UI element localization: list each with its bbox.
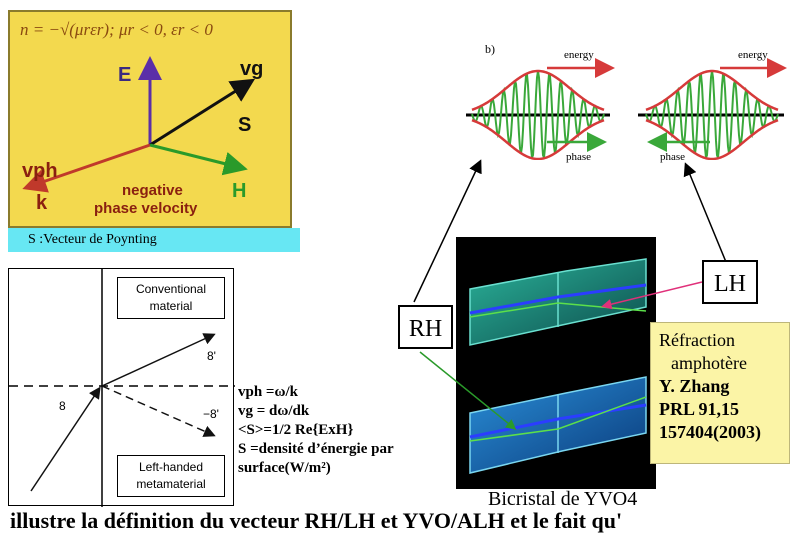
reference-journal: PRL 91,15 [659,399,740,419]
lh-wave-packet [645,58,787,160]
panel-b-label: b) [485,42,495,56]
field-vectors [22,56,256,193]
refraction-diagram: Conventional material Left-handed metama… [8,268,235,507]
bicrystal-caption: Bicristal de YVO4 [488,488,637,511]
energy-label-2: energy [738,49,768,61]
k-label: k [36,192,48,214]
lhm-line1: Left-handed [138,460,204,474]
h-field-arrow [149,143,248,176]
vector-diagram-panel: n = −√(μrεr); μr < 0, εr < 0 E vg S vph … [8,10,292,228]
vg-label: vg [240,58,264,80]
vg-arrow [149,78,256,147]
refraction-rays [9,269,235,507]
reference-box: Réfraction amphotère Y. Zhang PRL 91,15 … [650,322,790,464]
bicrystal-photo [456,237,656,489]
bottom-text: illustre la définition du vecteur RH/LH … [10,508,623,533]
angle-refracted-label: 8' [207,349,216,363]
vph-label: vph [22,160,58,182]
refracted-ray [101,333,216,387]
refractive-index-formula: n = −√(μrεr); μr < 0, εr < 0 [20,20,213,39]
incident-ray [30,386,101,492]
e-label: E [118,64,132,86]
equations-block: vph =ω/k vg = dω/dk <S>=1/2 Re{ExH} S =d… [238,383,394,478]
wave-packets [466,58,787,160]
negative-refracted-ray [101,385,216,437]
angle-negative-label: −8' [203,407,219,421]
negative-label: negative [122,182,183,199]
h-label: H [232,180,247,202]
reference-line1: Réfraction [659,330,735,350]
vph-equation: vph =ω/k [238,384,298,400]
angle-incident-label: 8 [59,399,66,413]
lh-label-box: LH [702,260,758,304]
density-line1: S =densité d’énergie par [238,441,394,457]
conventional-line1: Conventional [135,282,207,296]
rh-label-box: RH [398,305,453,349]
lhm-box: Left-handed metamaterial [117,455,225,497]
poynting-equation: <S>=1/2 Re{ExH} [238,422,354,438]
conventional-line2: material [149,299,193,313]
conventional-material-box: Conventional material [117,277,225,319]
density-line2: surface(W/m²) [238,460,331,476]
poynting-caption: S :Vecteur de Poynting [8,228,300,252]
lhm-line2: metamaterial [136,477,206,491]
rh-wave-packet [471,58,615,160]
bicrystal-caption-text: Bicristal de YVO4 [488,488,638,510]
reference-author: Y. Zhang [659,376,730,396]
phase-label-1: phase [566,151,592,163]
s-label: S [238,114,252,136]
energy-label-1: energy [564,49,594,61]
crystal-drawing [469,258,647,474]
phase-label-2: phase [660,151,686,163]
reference-line2: amphotère [671,353,747,373]
k-arrow [22,143,151,193]
phase-velocity-label: phase velocity [94,200,198,217]
reference-number: 157404(2003) [659,422,761,442]
vg-equation: vg = dω/dk [238,403,310,419]
